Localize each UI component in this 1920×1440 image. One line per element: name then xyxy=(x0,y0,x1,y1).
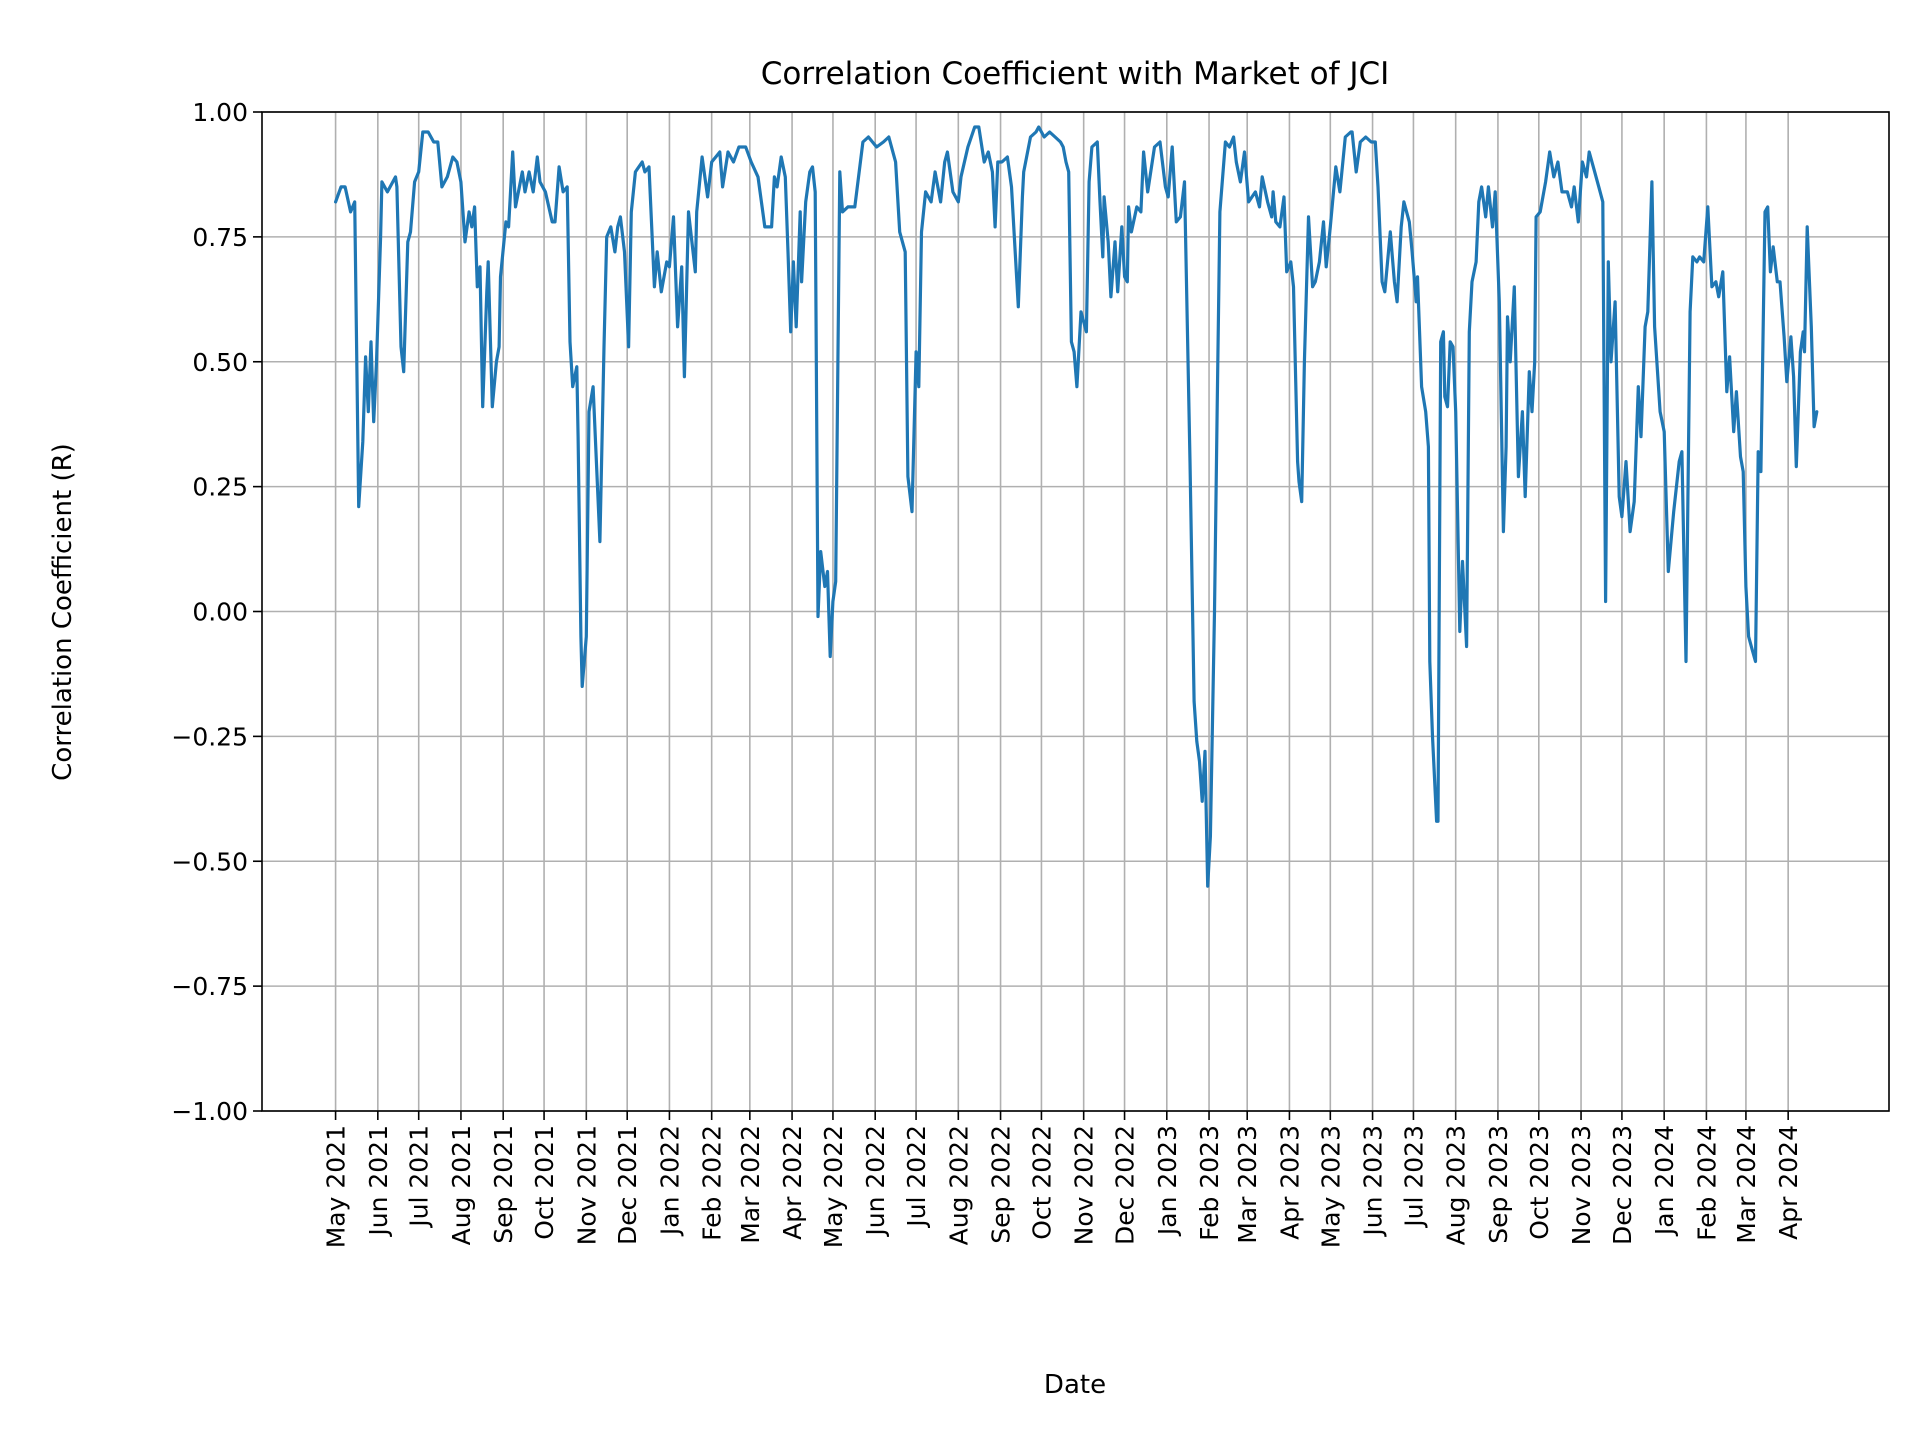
x-tick-label: Jul 2022 xyxy=(902,1125,931,1229)
x-tick-label: Sep 2021 xyxy=(489,1125,518,1244)
x-tick-label: May 2021 xyxy=(322,1125,351,1248)
y-axis: 1.00 0.75 0.50 0.25 0.00 −0.25 −0.50 −0.75 −1.00 xyxy=(171,98,262,1126)
x-tick-label: Feb 2023 xyxy=(1195,1125,1224,1241)
x-tick-label: Aug 2023 xyxy=(1442,1125,1471,1245)
y-tick-label: 0.75 xyxy=(192,223,248,252)
x-tick-label: Feb 2022 xyxy=(698,1125,727,1241)
y-tick-label: −1.00 xyxy=(171,1097,248,1126)
x-tick-label: Aug 2022 xyxy=(944,1125,973,1245)
x-tick-label: Dec 2023 xyxy=(1608,1125,1637,1245)
x-tick-label: Mar 2023 xyxy=(1233,1125,1262,1244)
y-tick-label: −0.50 xyxy=(171,847,248,876)
x-tick-label: Sep 2022 xyxy=(987,1125,1016,1244)
x-tick-label: Mar 2022 xyxy=(736,1125,765,1244)
x-tick-label: Nov 2023 xyxy=(1567,1125,1596,1245)
y-tick-label: 0.00 xyxy=(192,598,248,627)
x-tick-label: Apr 2023 xyxy=(1275,1125,1304,1240)
x-tick-label: Aug 2021 xyxy=(447,1125,476,1245)
x-tick-label: Oct 2023 xyxy=(1525,1125,1554,1240)
chart-title: Correlation Coefficient with Market of J… xyxy=(761,56,1390,92)
y-tick-label: 0.50 xyxy=(192,348,248,377)
y-tick-label: 1.00 xyxy=(192,98,248,127)
x-tick-label: Jun 2022 xyxy=(861,1125,890,1238)
x-tick-label: Jul 2023 xyxy=(1399,1125,1428,1229)
x-tick-label: Apr 2024 xyxy=(1774,1125,1803,1240)
x-axis: May 2021 Jun 2021 Jul 2021 Aug 2021 Sep 2021… xyxy=(322,1111,1803,1248)
x-tick-label: Jun 2021 xyxy=(364,1125,393,1238)
x-tick-label: Dec 2022 xyxy=(1111,1125,1140,1245)
x-tick-label: Jun 2023 xyxy=(1359,1125,1388,1238)
series-line xyxy=(334,125,1819,888)
x-axis-label: Date xyxy=(1044,1370,1106,1400)
x-tick-label: May 2022 xyxy=(819,1125,848,1248)
series-layer xyxy=(334,125,1819,888)
x-tick-label: Jul 2021 xyxy=(405,1125,434,1229)
x-tick-label: May 2023 xyxy=(1316,1125,1345,1248)
x-tick-label: Jan 2024 xyxy=(1650,1125,1679,1237)
x-tick-label: Dec 2021 xyxy=(613,1125,642,1245)
y-tick-label: 0.25 xyxy=(192,473,248,502)
x-tick-label: Oct 2022 xyxy=(1027,1125,1056,1240)
x-tick-label: Nov 2021 xyxy=(572,1125,601,1245)
x-tick-label: Sep 2023 xyxy=(1484,1125,1513,1244)
x-tick-label: Feb 2024 xyxy=(1692,1125,1721,1241)
x-tick-label: Jan 2023 xyxy=(1153,1125,1182,1237)
x-tick-label: Apr 2022 xyxy=(778,1125,807,1240)
x-tick-label: Mar 2024 xyxy=(1732,1125,1761,1244)
y-tick-label: −0.75 xyxy=(171,972,248,1001)
y-tick-label: −0.25 xyxy=(171,722,248,751)
x-tick-label: Nov 2022 xyxy=(1070,1125,1099,1245)
x-tick-label: Oct 2021 xyxy=(530,1125,559,1240)
y-axis-label: Correlation Coefficient (R) xyxy=(48,443,78,781)
x-tick-label: Jan 2022 xyxy=(655,1125,684,1237)
